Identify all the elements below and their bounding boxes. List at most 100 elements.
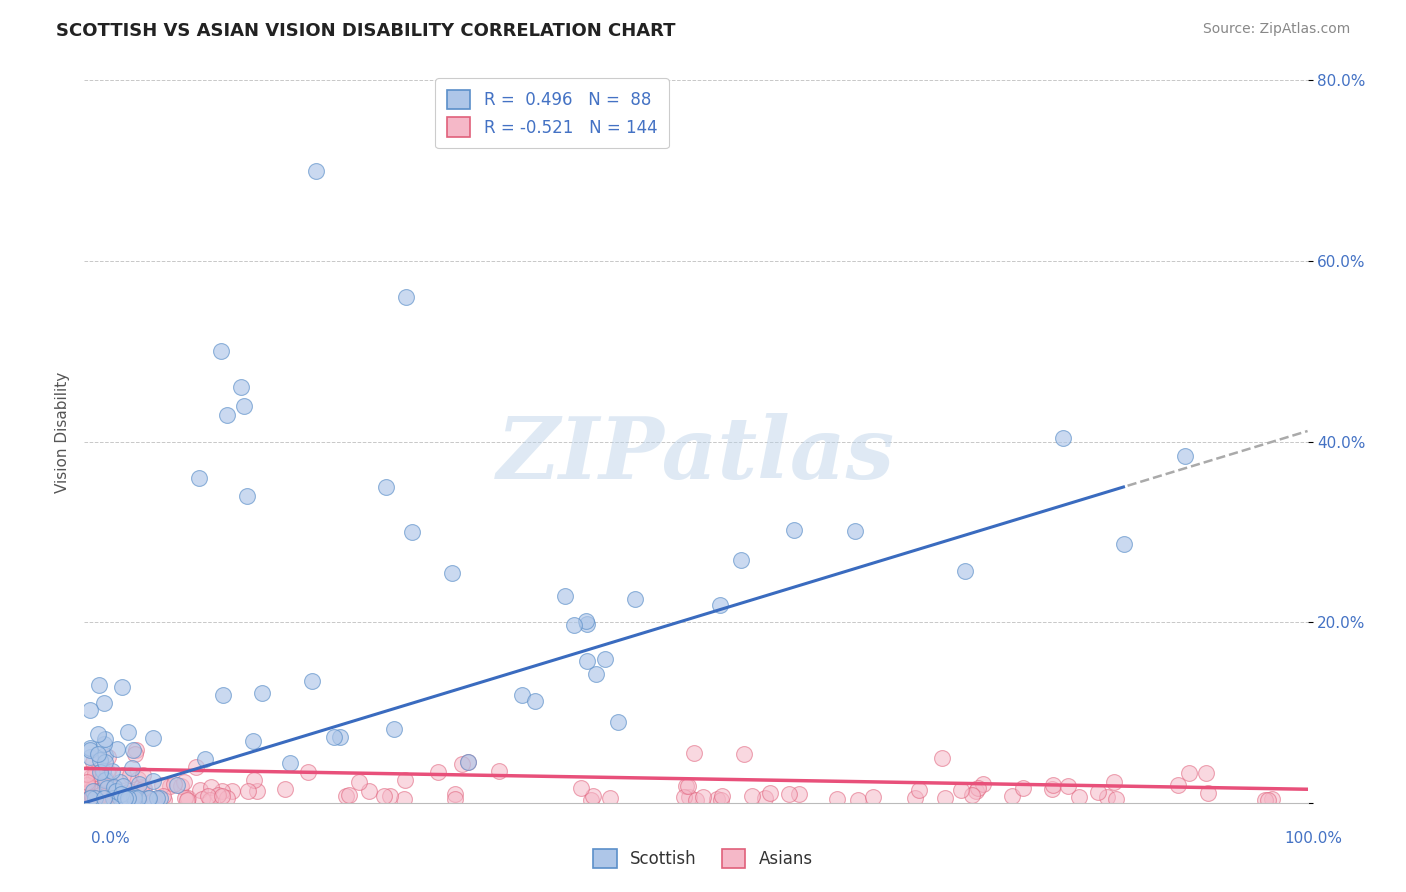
Point bbox=[443, 792, 465, 806]
Point bbox=[93, 791, 115, 805]
Point bbox=[127, 772, 149, 787]
Point bbox=[104, 789, 127, 803]
Point bbox=[1197, 786, 1219, 800]
Point bbox=[84, 791, 107, 805]
Point bbox=[301, 673, 323, 688]
Text: 0.0%: 0.0% bbox=[91, 831, 131, 846]
Point bbox=[907, 783, 929, 797]
Point bbox=[94, 789, 117, 803]
Point bbox=[138, 791, 160, 805]
Point bbox=[235, 489, 257, 503]
Point bbox=[710, 793, 733, 807]
Point bbox=[904, 791, 927, 805]
Point bbox=[1067, 790, 1090, 805]
Point bbox=[209, 344, 232, 359]
Point bbox=[94, 747, 117, 762]
Point bbox=[159, 779, 181, 793]
Point bbox=[80, 789, 103, 804]
Point bbox=[107, 791, 129, 805]
Point bbox=[149, 791, 172, 805]
Point bbox=[100, 780, 122, 795]
Point bbox=[117, 791, 139, 805]
Point bbox=[375, 480, 398, 494]
Point bbox=[191, 792, 214, 806]
Point bbox=[1167, 778, 1189, 792]
Point bbox=[706, 791, 728, 805]
Point bbox=[1097, 789, 1119, 804]
Point bbox=[82, 780, 104, 795]
Point bbox=[93, 737, 115, 751]
Point bbox=[112, 780, 135, 794]
Point bbox=[79, 749, 101, 764]
Point bbox=[122, 791, 145, 805]
Point bbox=[337, 788, 360, 802]
Point bbox=[89, 788, 111, 802]
Point bbox=[101, 791, 124, 805]
Point bbox=[89, 753, 111, 767]
Legend: R =  0.496   N =  88, R = -0.521   N = 144: R = 0.496 N = 88, R = -0.521 N = 144 bbox=[436, 78, 669, 148]
Point bbox=[949, 783, 972, 797]
Point bbox=[163, 777, 186, 791]
Point bbox=[953, 565, 976, 579]
Point bbox=[221, 783, 243, 797]
Point bbox=[124, 789, 146, 804]
Point bbox=[89, 765, 111, 780]
Point bbox=[94, 772, 117, 786]
Point bbox=[87, 786, 110, 800]
Point bbox=[145, 791, 167, 805]
Point bbox=[593, 652, 616, 666]
Point bbox=[111, 791, 134, 805]
Point bbox=[131, 786, 153, 800]
Point bbox=[184, 760, 207, 774]
Point bbox=[104, 781, 127, 796]
Point bbox=[111, 681, 134, 695]
Point bbox=[783, 523, 806, 537]
Point bbox=[107, 786, 129, 800]
Point bbox=[250, 686, 273, 700]
Point bbox=[329, 731, 352, 745]
Point bbox=[150, 778, 173, 792]
Point bbox=[103, 780, 125, 795]
Point bbox=[94, 732, 117, 747]
Point bbox=[94, 778, 117, 792]
Point bbox=[685, 793, 707, 807]
Point bbox=[457, 756, 479, 770]
Point bbox=[79, 791, 101, 805]
Text: SCOTTISH VS ASIAN VISION DISABILITY CORRELATION CHART: SCOTTISH VS ASIAN VISION DISABILITY CORR… bbox=[56, 22, 676, 40]
Point bbox=[778, 787, 800, 801]
Text: Source: ZipAtlas.com: Source: ZipAtlas.com bbox=[1202, 22, 1350, 37]
Point bbox=[82, 783, 104, 797]
Point bbox=[83, 791, 105, 805]
Point bbox=[108, 791, 131, 805]
Point bbox=[378, 789, 401, 803]
Point bbox=[1057, 780, 1080, 794]
Point bbox=[401, 524, 423, 539]
Point bbox=[79, 741, 101, 756]
Point bbox=[77, 781, 100, 796]
Point bbox=[114, 791, 136, 805]
Point bbox=[862, 790, 884, 805]
Point bbox=[105, 742, 128, 756]
Point bbox=[844, 524, 866, 538]
Point bbox=[176, 792, 198, 806]
Point bbox=[194, 752, 217, 766]
Point bbox=[103, 791, 125, 805]
Point bbox=[678, 789, 700, 804]
Point bbox=[349, 774, 371, 789]
Point bbox=[569, 780, 592, 795]
Point bbox=[582, 789, 605, 803]
Point bbox=[741, 789, 763, 803]
Point bbox=[1254, 793, 1277, 807]
Point bbox=[1012, 780, 1035, 795]
Point bbox=[585, 667, 607, 681]
Legend: Scottish, Asians: Scottish, Asians bbox=[586, 842, 820, 875]
Text: 100.0%: 100.0% bbox=[1285, 831, 1343, 846]
Point bbox=[138, 791, 160, 805]
Point bbox=[440, 566, 463, 580]
Point bbox=[96, 780, 118, 795]
Point bbox=[394, 772, 416, 787]
Point bbox=[1114, 537, 1136, 551]
Text: ZIPatlas: ZIPatlas bbox=[496, 413, 896, 497]
Point bbox=[152, 789, 174, 804]
Point bbox=[357, 784, 380, 798]
